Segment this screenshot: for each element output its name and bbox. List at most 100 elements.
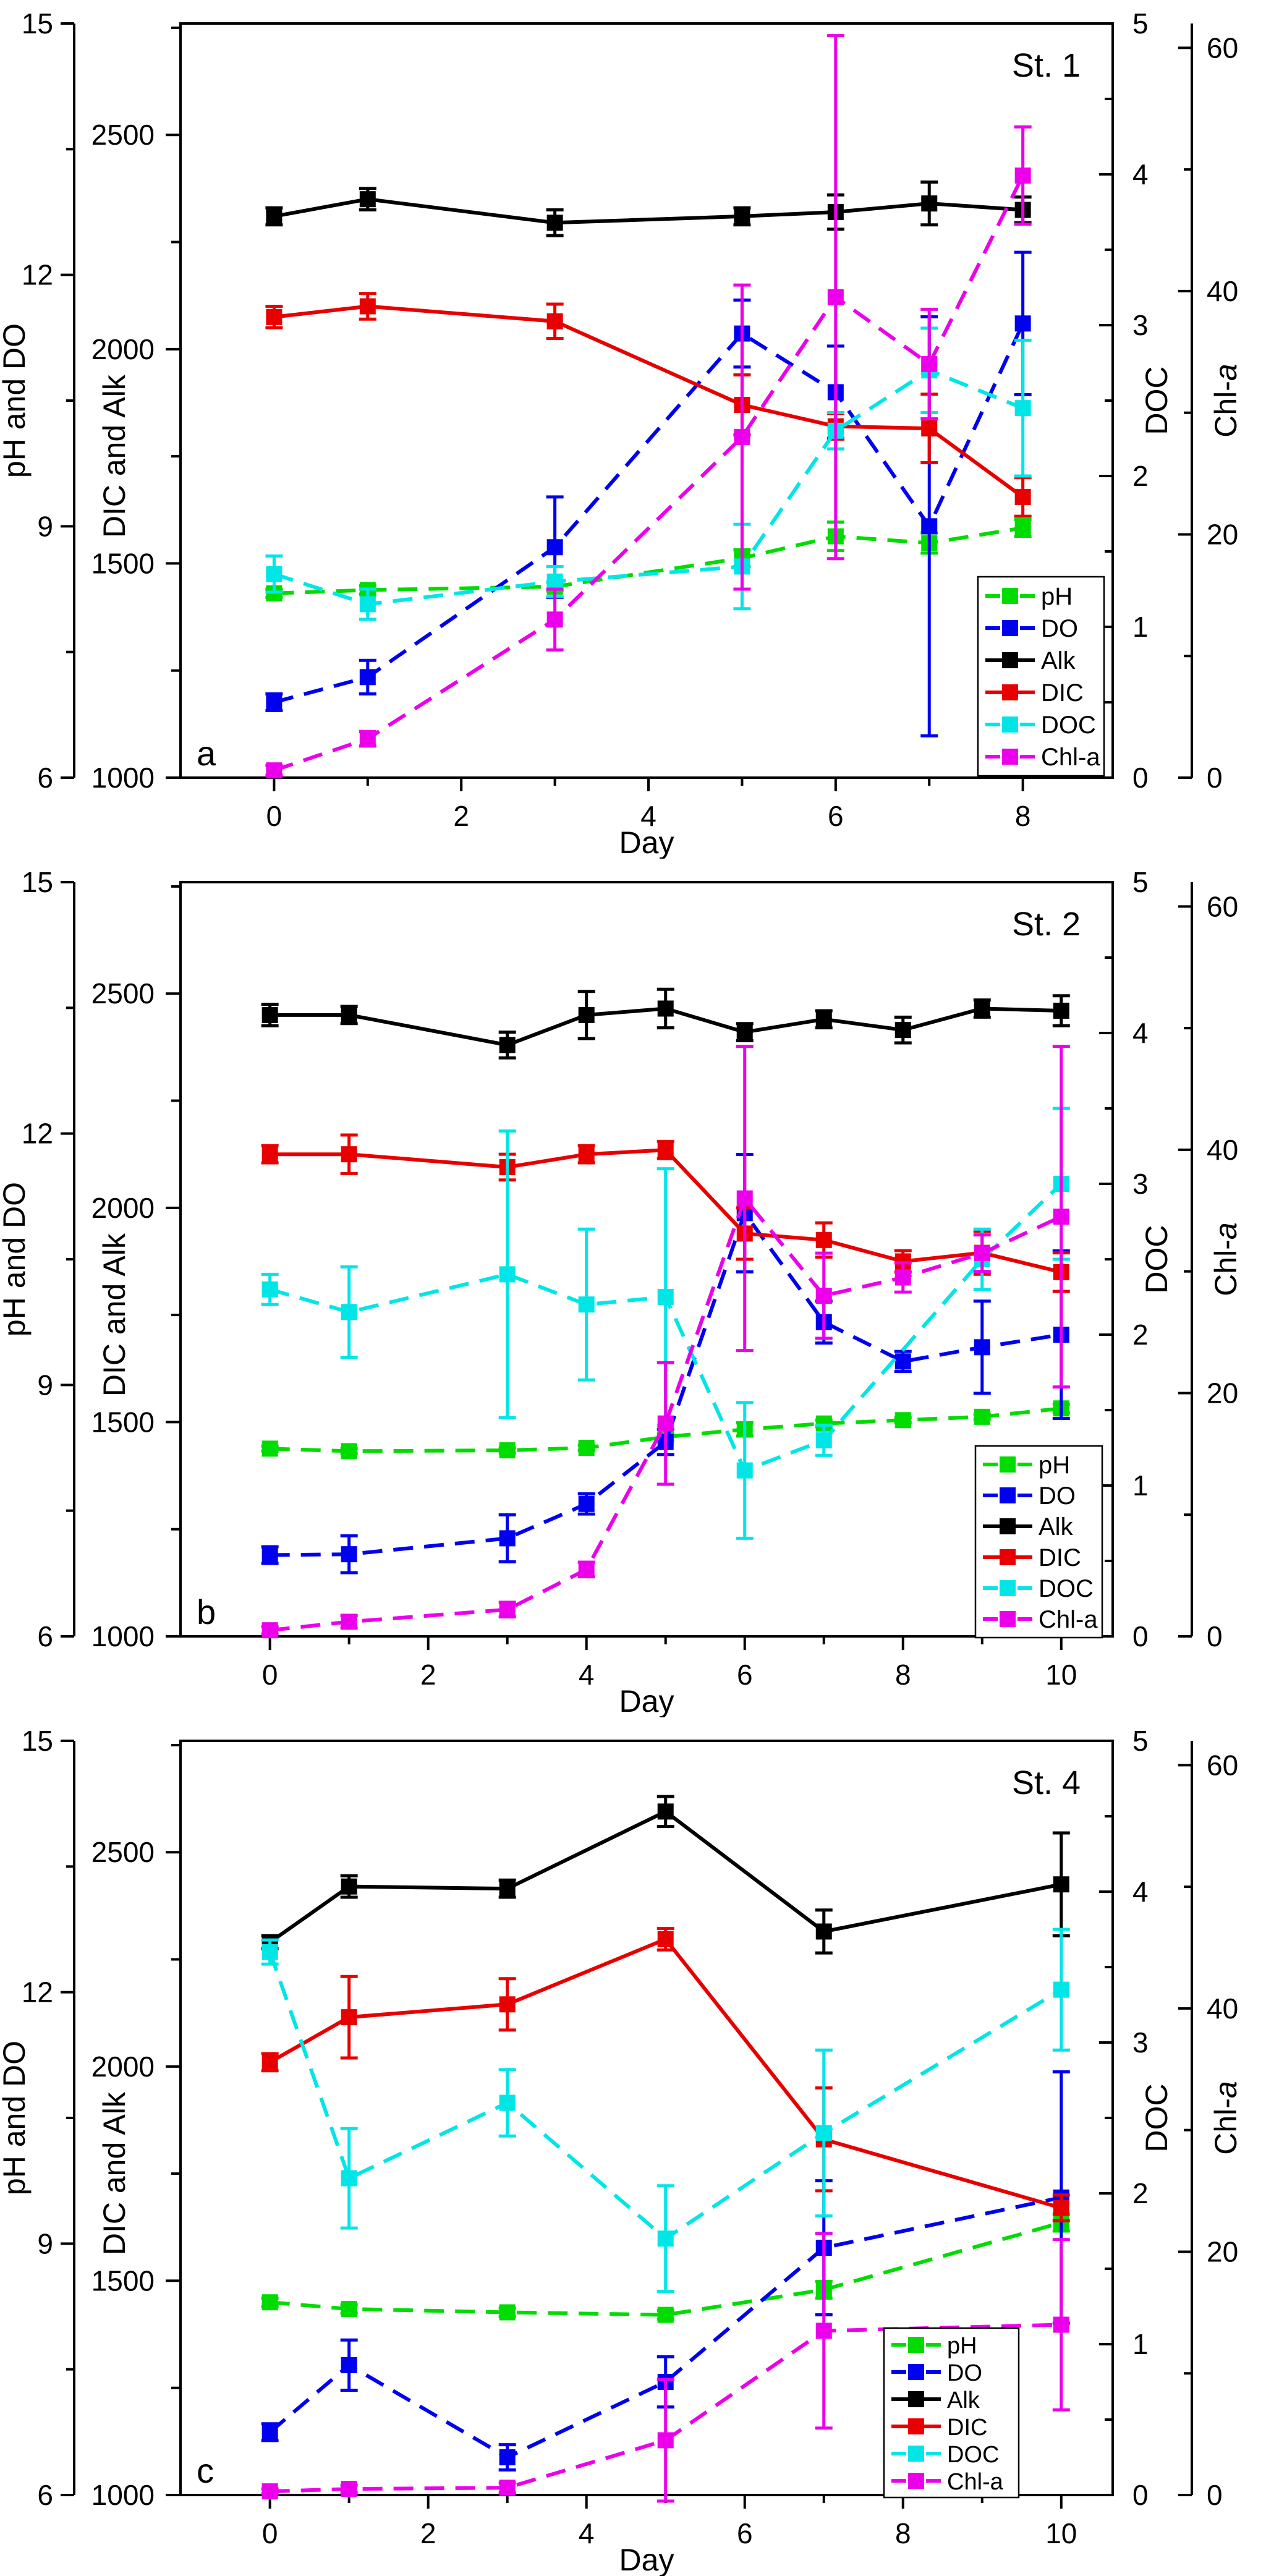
marker-DO	[266, 694, 283, 710]
chla-axis-title: Chl-a	[1209, 363, 1243, 438]
marker-pH	[499, 1442, 516, 1459]
marker-DO	[359, 669, 376, 686]
x-tick-label: 6	[828, 800, 844, 832]
legend-marker-DO	[908, 2364, 924, 2380]
doc-tick-label: 1	[1132, 611, 1149, 643]
series-Chl-a	[261, 2232, 1070, 2503]
doc-tick-label: 4	[1132, 158, 1149, 190]
marker-DIC	[921, 420, 938, 437]
ph-do-axis-title: pH and DO	[0, 2041, 32, 2195]
legend-label-pH: pH	[1041, 583, 1073, 610]
marker-DIC	[266, 308, 283, 325]
legend-marker-Chl-a	[1002, 749, 1018, 765]
doc-axis-title: DOC	[1139, 1225, 1174, 1293]
marker-DO	[341, 2357, 357, 2373]
x-tick-label: 6	[737, 2517, 753, 2549]
series-line-DO	[268, 2195, 1062, 2460]
marker-Chl-a	[499, 1601, 516, 1618]
legend-label-DIC: DIC	[1041, 679, 1084, 707]
marker-Chl-a	[827, 289, 844, 305]
doc-tick-label: 3	[1132, 2026, 1149, 2059]
series-Chl-a	[261, 1045, 1070, 1639]
marker-DIC	[1053, 2200, 1069, 2216]
marker-Alk	[921, 195, 938, 212]
panel-letter: b	[197, 1592, 216, 1631]
marker-Alk	[974, 1000, 990, 1017]
legend-marker-pH	[908, 2337, 924, 2353]
legend-marker-Alk	[1000, 1518, 1016, 1534]
legend-label-Alk: Alk	[947, 2387, 980, 2413]
ph-do-tick-label: 12	[22, 1118, 53, 1150]
marker-DOC	[546, 573, 563, 590]
marker-Alk	[359, 191, 376, 208]
marker-Chl-a	[1053, 2316, 1069, 2333]
series-line-Alk	[268, 1809, 1062, 1944]
station-title: St. 1	[1012, 47, 1081, 84]
legend-label-pH: pH	[1039, 1452, 1070, 1479]
x-tick-label: 10	[1045, 2517, 1077, 2549]
marker-Alk	[499, 1037, 516, 1053]
marker-pH	[499, 2304, 516, 2321]
x-tick-label: 2	[420, 2517, 436, 2549]
plot-box	[179, 881, 1114, 1638]
marker-DOC	[499, 2094, 516, 2111]
chla-tick-label: 60	[1207, 1749, 1238, 1781]
marker-pH	[341, 1443, 357, 1460]
x-tick-label: 2	[453, 800, 469, 832]
x-axis-title: Day	[619, 2543, 674, 2576]
chla-tick-label: 20	[1207, 518, 1238, 550]
dic-alk-tick-label: 1000	[91, 762, 155, 794]
legend-marker-DOC	[1000, 1580, 1016, 1596]
chla-tick-label: 0	[1207, 1620, 1223, 1652]
marker-Chl-a	[1053, 1209, 1069, 1225]
legend-marker-pH	[1002, 588, 1018, 604]
marker-pH	[578, 1440, 595, 1456]
series-Chl-a	[265, 34, 1032, 779]
marker-DO	[341, 1546, 357, 1563]
marker-pH	[1014, 520, 1031, 537]
ph-do-tick-label: 12	[22, 259, 53, 291]
chla-axis-title: Chl-a	[1209, 2081, 1243, 2155]
doc-tick-label: 0	[1132, 2479, 1149, 2511]
dic-alk-tick-label: 1500	[91, 2264, 155, 2297]
chla-tick-label: 40	[1207, 275, 1238, 307]
doc-tick-label: 0	[1132, 1620, 1149, 1652]
marker-Chl-a	[261, 1622, 278, 1639]
legend-label-DO: DO	[947, 2360, 982, 2386]
legend-box	[974, 1445, 1103, 1639]
chla-tick-label: 40	[1207, 1134, 1238, 1166]
series-line-pH	[270, 1406, 1062, 1453]
marker-DOC	[359, 596, 376, 613]
chla-tick-label: 60	[1207, 32, 1238, 64]
marker-DIC	[546, 313, 563, 329]
series-DIC	[261, 1927, 1070, 2222]
ph-do-tick-label: 9	[37, 1369, 53, 1401]
legend-label-DIC: DIC	[1039, 1544, 1081, 1571]
marker-Chl-a	[657, 2432, 674, 2449]
x-tick-label: 8	[895, 1659, 911, 1691]
marker-Chl-a	[578, 1561, 595, 1578]
x-axis-title: Day	[619, 1684, 674, 1717]
legend-label-DOC: DOC	[1039, 1575, 1094, 1602]
dic-alk-tick-label: 2000	[91, 1192, 155, 1224]
marker-Alk	[578, 1006, 595, 1023]
legend-marker-DO	[1002, 620, 1018, 636]
dic-alk-tick-label: 2500	[91, 119, 155, 151]
marker-pH	[341, 2301, 357, 2318]
legend-label-DOC: DOC	[1041, 712, 1096, 739]
doc-tick-label: 5	[1132, 866, 1149, 898]
doc-tick-label: 0	[1132, 762, 1149, 794]
legend-label-Chl-a: Chl-a	[1041, 744, 1100, 771]
legend-label-DOC: DOC	[947, 2442, 999, 2468]
series-line-DOC	[268, 1951, 1063, 2241]
legend-marker-Chl-a	[1000, 1611, 1016, 1627]
marker-DIC	[1014, 488, 1031, 505]
marker-Chl-a	[734, 429, 750, 446]
dic-alk-axis-title: DIC and Alk	[97, 1233, 132, 1396]
chla-axis-title: Chl-a	[1209, 1222, 1243, 1296]
station-title: St. 4	[1012, 1764, 1081, 1801]
